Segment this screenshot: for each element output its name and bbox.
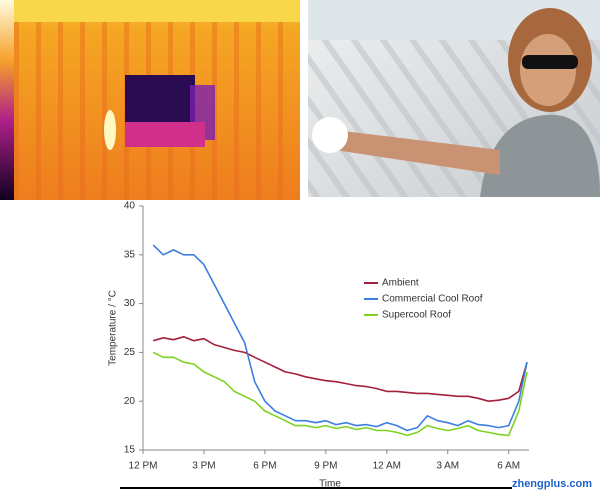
legend-label: Commercial Cool Roof bbox=[382, 294, 483, 305]
y-tick-label: 20 bbox=[124, 396, 136, 407]
x-tick-label: 6 AM bbox=[497, 461, 520, 472]
roof-photo bbox=[308, 0, 600, 197]
series-line bbox=[152, 336, 528, 402]
y-tick-label: 40 bbox=[124, 201, 136, 212]
series-line bbox=[152, 244, 528, 432]
x-tick-label: 3 PM bbox=[192, 461, 215, 472]
thermal-photo bbox=[0, 0, 300, 200]
x-tick-label: 3 AM bbox=[436, 461, 459, 472]
x-tick-label: 6 PM bbox=[253, 461, 276, 472]
legend-label: Supercool Roof bbox=[382, 310, 451, 321]
y-axis-label: Temperature / °C bbox=[108, 290, 119, 366]
y-tick-label: 35 bbox=[124, 249, 136, 260]
x-axis-label: Time bbox=[319, 479, 341, 490]
x-tick-label: 9 PM bbox=[314, 461, 337, 472]
x-tick-label: 12 AM bbox=[373, 461, 401, 472]
x-tick-label: 12 PM bbox=[129, 461, 158, 472]
y-tick-label: 25 bbox=[124, 347, 136, 358]
legend-label: Ambient bbox=[382, 278, 419, 289]
watermark: zhengplus.com bbox=[512, 478, 592, 490]
y-tick-label: 30 bbox=[124, 298, 136, 309]
series-line bbox=[152, 351, 528, 437]
y-tick-label: 15 bbox=[124, 445, 136, 456]
